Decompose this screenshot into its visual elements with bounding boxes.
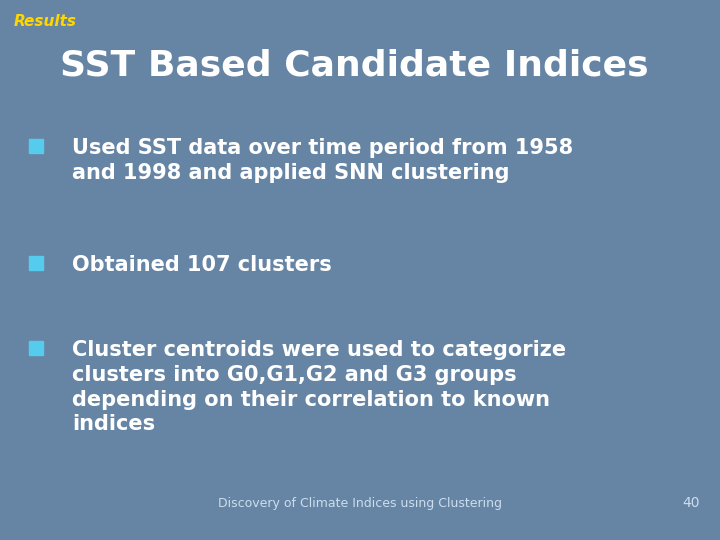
- Text: Obtained 107 clusters: Obtained 107 clusters: [72, 255, 332, 275]
- Text: SST Based Candidate Indices: SST Based Candidate Indices: [60, 48, 649, 82]
- Text: Results: Results: [14, 14, 77, 29]
- Bar: [29, 139, 43, 153]
- Text: Discovery of Climate Indices using Clustering: Discovery of Climate Indices using Clust…: [218, 497, 502, 510]
- Bar: [29, 256, 43, 270]
- Bar: [29, 341, 43, 355]
- Text: 40: 40: [683, 496, 700, 510]
- Text: Used SST data over time period from 1958
and 1998 and applied SNN clustering: Used SST data over time period from 1958…: [72, 138, 573, 183]
- Text: Cluster centroids were used to categorize
clusters into G0,G1,G2 and G3 groups
d: Cluster centroids were used to categoriz…: [72, 340, 566, 434]
